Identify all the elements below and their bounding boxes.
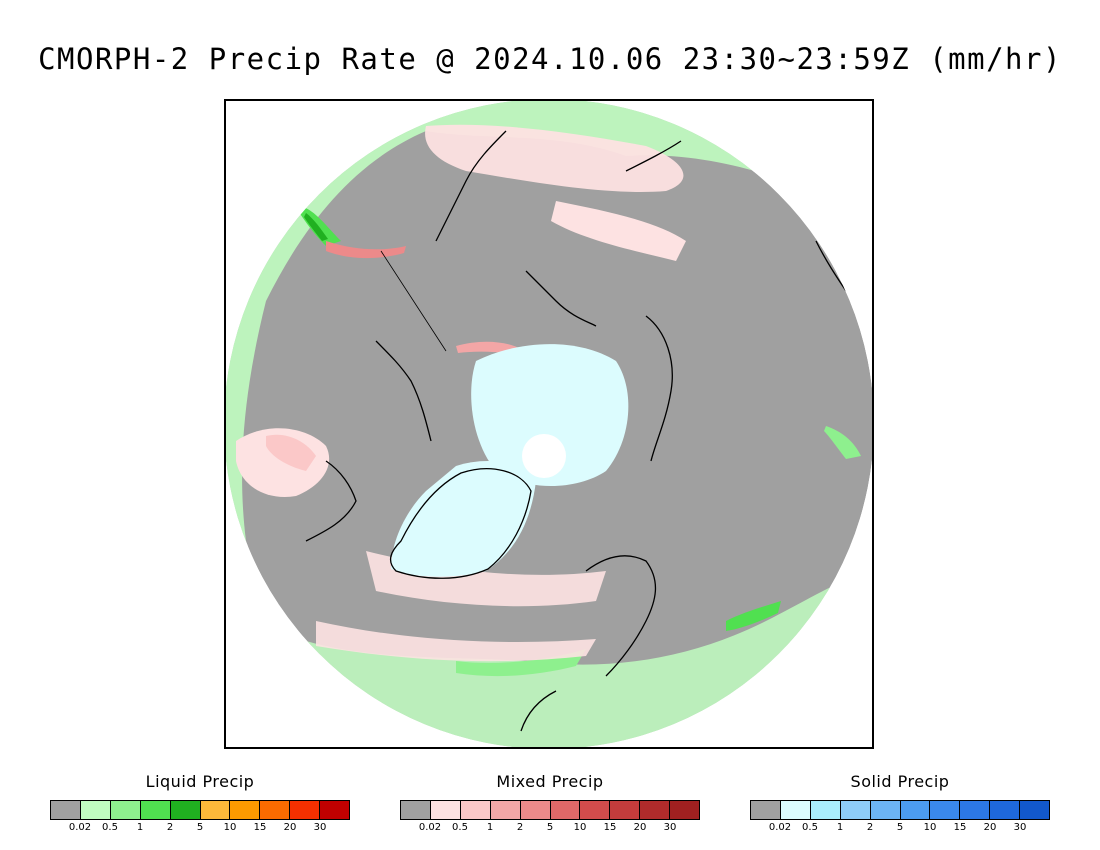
liquid-precip-region [726,601,781,631]
legend-tick-label: 0.5 [102,822,118,833]
legend-swatches [750,800,1050,820]
legend-title: Liquid Precip [145,772,255,791]
legend-swatch [80,801,111,819]
legend-swatch [990,801,1021,819]
legend-swatch [960,801,991,819]
legend-tick-label: 15 [603,822,617,833]
legend-tick-label: 2 [866,822,874,833]
legend-liquid: Liquid Precip 0.02 0.5 1 2 5 10 15 20 30 [50,772,350,836]
mixed-precip-region [425,124,684,192]
legend-tick-label: 20 [283,822,297,833]
legend-swatch [550,801,581,819]
legend-tick-label: 0.02 [68,822,92,833]
legend-ticks: 0.02 0.5 1 2 5 10 15 20 30 [400,822,700,836]
polar-map-canvas [226,101,872,747]
legend-title: Solid Precip [850,772,950,791]
legend-swatch [51,801,81,819]
legend-swatch [930,801,961,819]
legend-swatch [670,801,700,819]
legend-tick-label: 0.02 [418,822,442,833]
legend-swatch [401,801,431,819]
legend-tick-label: 5 [546,822,554,833]
legend-tick-label: 0.5 [802,822,818,833]
legend-swatch [520,801,551,819]
legend-tick-label: 10 [573,822,587,833]
mixed-precip-region [266,434,316,471]
legend-mixed: Mixed Precip 0.02 0.5 1 2 5 10 15 20 30 [400,772,700,836]
legend-tick-label: 15 [253,822,267,833]
greenland-ice [391,461,536,577]
chart-title: CMORPH-2 Precip Rate @ 2024.10.06 23:30~… [38,42,1062,76]
legend-tick-label: 30 [663,822,677,833]
legend-swatch [230,801,261,819]
legend-swatch [430,801,461,819]
mixed-precip-region [326,241,406,259]
legend-swatch [290,801,321,819]
legend-swatch [840,801,871,819]
liquid-precip-region [456,649,586,677]
legend-tick-label: 5 [896,822,904,833]
legend-swatches [400,800,700,820]
legend-swatch [170,801,201,819]
legend-tick-label: 1 [836,822,844,833]
legend-swatch [490,801,521,819]
legend-swatch [1020,801,1050,819]
legend-ticks: 0.02 0.5 1 2 5 10 15 20 30 [750,822,1050,836]
mixed-precip-region [316,621,596,662]
legend-swatch [610,801,641,819]
polar-map [224,99,874,749]
liquid-precip-region [304,213,328,241]
legend-title: Mixed Precip [496,772,604,791]
mixed-precip-region [551,201,686,261]
legend-swatch [900,801,931,819]
legend-tick-label: 15 [953,822,967,833]
legend-tick-label: 1 [136,822,144,833]
legend-tick-label: 0.5 [452,822,468,833]
legend-swatch [580,801,611,819]
legend-swatch [810,801,841,819]
legend-swatches [50,800,350,820]
north-pole-gap [522,434,566,478]
legend-ticks: 0.02 0.5 1 2 5 10 15 20 30 [50,822,350,836]
coastline-icon [305,130,847,732]
legend-solid: Solid Precip 0.02 0.5 1 2 5 10 15 20 30 [750,772,1050,836]
legend-swatch [140,801,171,819]
legend-tick-label: 5 [196,822,204,833]
legend-swatch [260,801,291,819]
legend-tick-label: 1 [486,822,494,833]
legend-tick-label: 0.02 [768,822,792,833]
legend-swatch [780,801,811,819]
legend-tick-label: 2 [516,822,524,833]
legend-swatch [110,801,141,819]
solid-precip-region [471,344,629,486]
legend-swatch [200,801,231,819]
legend-tick-label: 2 [166,822,174,833]
liquid-precip-region [824,426,861,459]
legend-tick-label: 30 [1013,822,1027,833]
legend-swatch [751,801,781,819]
legend-swatch [460,801,491,819]
legend-swatch [320,801,350,819]
dateline-icon [380,250,447,352]
legend-swatch [870,801,901,819]
legend-swatch [640,801,671,819]
legend-tick-label: 20 [983,822,997,833]
legend-tick-label: 20 [633,822,647,833]
legend-tick-label: 10 [223,822,237,833]
legend-tick-label: 30 [313,822,327,833]
legend-tick-label: 10 [923,822,937,833]
